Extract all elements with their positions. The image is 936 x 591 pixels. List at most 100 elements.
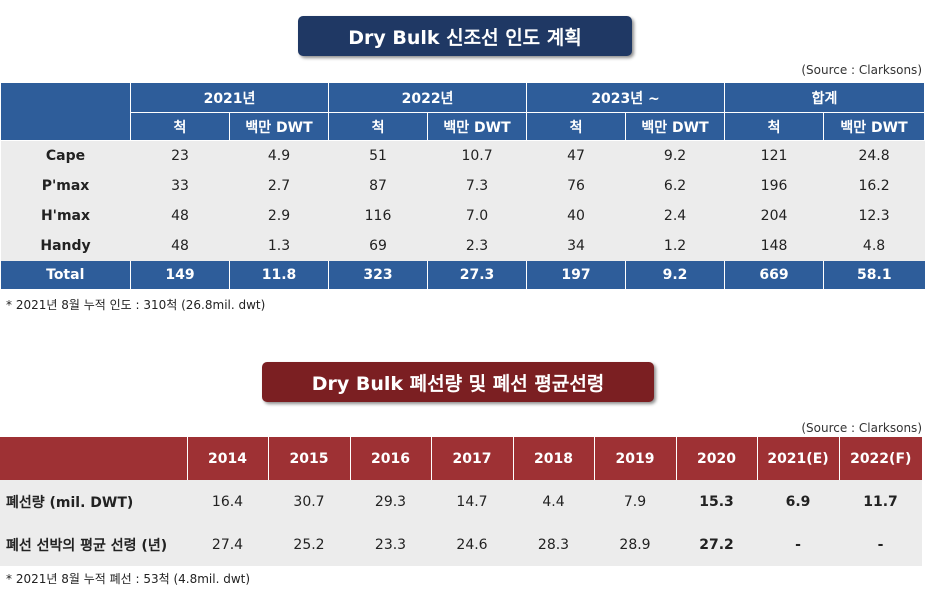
subheader-cell: 척 <box>328 112 429 141</box>
table-cell: 16.4 <box>187 480 268 523</box>
table-cell: 25.2 <box>268 523 350 566</box>
total-cell: 58.1 <box>823 261 925 289</box>
total-cell: 197 <box>526 261 626 289</box>
table-cell: 7.0 <box>427 201 527 231</box>
table-cell: 4.9 <box>229 140 329 171</box>
table-row: 폐선량 (mil. DWT) 16.4 30.7 29.3 14.7 4.4 7… <box>0 480 922 523</box>
table-cell: 1.3 <box>229 231 329 261</box>
table-cell: 15.3 <box>676 480 757 523</box>
table-cell: 47 <box>526 140 626 171</box>
year-header: 2020 <box>675 437 757 480</box>
row-label: Handy <box>0 231 131 261</box>
table-header-row: 2021년 2022년 2023년 ~ 합계 <box>0 82 926 141</box>
table-cell: 30.7 <box>268 480 350 523</box>
table-cell: 116 <box>328 201 428 231</box>
delivery-footnote: * 2021년 8월 누적 인도 : 310척 (26.8mil. dwt) <box>6 298 266 312</box>
header-group-2023: 2023년 ~ <box>526 82 726 113</box>
row-label: Cape <box>0 140 131 171</box>
table-cell: 12.3 <box>823 201 925 231</box>
subheader-cell: 백만 DWT <box>823 112 926 141</box>
table-cell: 6.2 <box>625 171 725 201</box>
year-header: 2022(F) <box>838 437 922 480</box>
table-row: Handy 48 1.3 69 2.3 34 1.2 148 4.8 <box>0 231 925 261</box>
table-cell: 6.9 <box>757 480 839 523</box>
table-cell: 76 <box>526 171 626 201</box>
table-cell: 9.2 <box>625 140 725 171</box>
table-cell: 24.8 <box>823 140 925 171</box>
table-cell: 11.7 <box>839 480 922 523</box>
total-cell: 669 <box>724 261 824 289</box>
table-cell: 14.7 <box>431 480 513 523</box>
table-row: P'max 33 2.7 87 7.3 76 6.2 196 16.2 <box>0 171 925 201</box>
table-cell: 121 <box>724 140 824 171</box>
table-cell: 27.4 <box>187 523 268 566</box>
year-header: 2014 <box>186 437 268 480</box>
table-cell: 40 <box>526 201 626 231</box>
table-cell: 24.6 <box>431 523 513 566</box>
table-cell: 2.3 <box>427 231 527 261</box>
table-cell: 33 <box>130 171 230 201</box>
table-cell: 2.4 <box>625 201 725 231</box>
subheader-cell: 척 <box>130 112 230 141</box>
table-cell: 69 <box>328 231 428 261</box>
header-blank-cell <box>0 82 131 141</box>
year-header: 2019 <box>593 437 676 480</box>
table-cell: 48 <box>130 201 230 231</box>
table-cell: 4.8 <box>823 231 925 261</box>
subheader-cell: 척 <box>724 112 825 141</box>
table-total-row: Total 149 11.8 323 27.3 197 9.2 669 58.1 <box>0 261 925 289</box>
year-header: 2021(E) <box>756 437 839 480</box>
table-row: Cape 23 4.9 51 10.7 47 9.2 121 24.8 <box>0 140 925 171</box>
table-cell: - <box>757 523 839 566</box>
table-cell: 1.2 <box>625 231 725 261</box>
header-group-2022: 2022년 <box>328 82 528 113</box>
row-label: P'max <box>0 171 131 201</box>
table-cell: 28.9 <box>594 523 676 566</box>
total-cell: 323 <box>328 261 428 289</box>
table-cell: 7.3 <box>427 171 527 201</box>
table-cell: 204 <box>724 201 824 231</box>
source-label: (Source : Clarksons) <box>801 63 922 77</box>
table-cell: 87 <box>328 171 428 201</box>
table-cell: 10.7 <box>427 140 527 171</box>
source-label: (Source : Clarksons) <box>801 421 922 435</box>
newbuild-delivery-title: Dry Bulk 신조선 인도 계획 <box>298 16 632 56</box>
table-cell: 2.9 <box>229 201 329 231</box>
table-cell: 148 <box>724 231 824 261</box>
table-cell: 23 <box>130 140 230 171</box>
table-cell: 34 <box>526 231 626 261</box>
table-cell: 7.9 <box>594 480 676 523</box>
table-row: H'max 48 2.9 116 7.0 40 2.4 204 12.3 <box>0 201 925 231</box>
subheader-cell: 백만 DWT <box>228 112 330 141</box>
table-header-row: 2014 2015 2016 2017 2018 2019 2020 2021(… <box>0 437 922 480</box>
subheader-cell: 백만 DWT <box>427 112 528 141</box>
total-cell: 11.8 <box>228 261 329 289</box>
row-label: H'max <box>0 201 131 231</box>
year-header: 2017 <box>430 437 513 480</box>
table-cell: 29.3 <box>350 480 431 523</box>
header-group-2021: 2021년 <box>129 82 330 113</box>
table-cell: - <box>839 523 922 566</box>
table-cell: 23.3 <box>350 523 431 566</box>
table-cell: 51 <box>328 140 428 171</box>
header-blank-cell <box>0 437 187 480</box>
year-header: 2018 <box>512 437 594 480</box>
total-cell: 27.3 <box>427 261 527 289</box>
demolition-table: 2014 2015 2016 2017 2018 2019 2020 2021(… <box>0 437 922 566</box>
row-label: 폐선 선박의 평균 선령 (년) <box>0 523 187 566</box>
table-cell: 196 <box>724 171 824 201</box>
newbuild-delivery-table: 2021년 2022년 2023년 ~ 합계 척 백만 DWT 척 백만 DWT… <box>0 82 926 289</box>
table-cell: 16.2 <box>823 171 925 201</box>
table-cell: 28.3 <box>513 523 594 566</box>
table-row: 폐선 선박의 평균 선령 (년) 27.4 25.2 23.3 24.6 28.… <box>0 523 922 566</box>
total-label: Total <box>0 261 131 289</box>
subheader-cell: 백만 DWT <box>625 112 726 141</box>
table-cell: 27.2 <box>676 523 757 566</box>
table-cell: 4.4 <box>513 480 594 523</box>
table-cell: 48 <box>130 231 230 261</box>
subheader-cell: 척 <box>526 112 627 141</box>
demolition-footnote: * 2021년 8월 누적 폐선 : 53척 (4.8mil. dwt) <box>6 572 251 586</box>
total-cell: 9.2 <box>625 261 725 289</box>
header-group-total: 합계 <box>724 82 926 113</box>
row-label: 폐선량 (mil. DWT) <box>0 480 187 523</box>
